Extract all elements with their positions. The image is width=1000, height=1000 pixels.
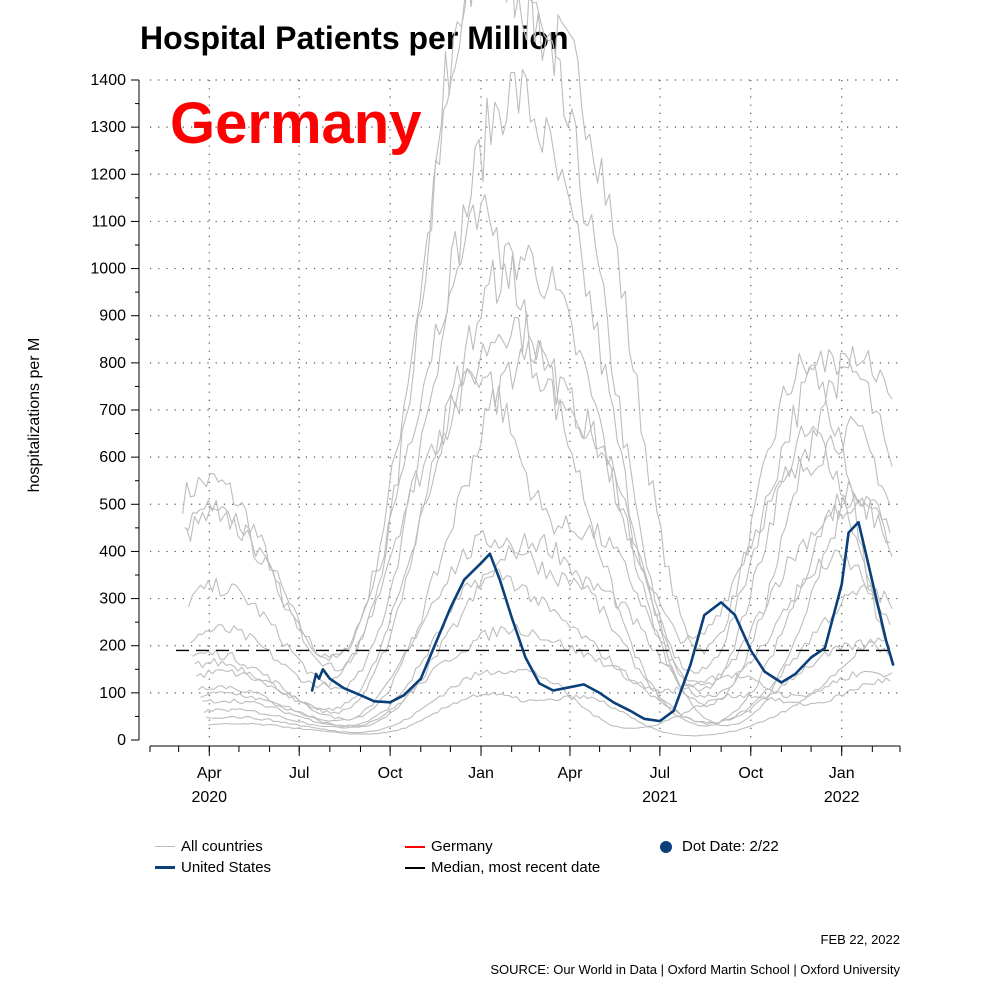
y-tick-label: 1200 [90,166,126,183]
y-tick-label: 100 [99,685,126,702]
background-country-line [202,568,891,727]
background-country-line [198,529,891,722]
y-tick-label: 0 [117,732,126,749]
background-country-line [190,311,891,689]
y-tick-label: 1400 [90,72,126,89]
legend-median: Median, most recent date [405,859,600,876]
y-tick-label: 300 [99,591,126,608]
legend-germany-label: Germany [431,838,493,855]
highlight-series [310,520,895,723]
background-country-line [186,68,891,727]
x-year-label: 2020 [191,789,227,806]
legend-dot-swatch [660,840,672,853]
background-country-line [196,340,893,727]
x-tick-label: Jan [468,765,494,782]
background-country-line [208,670,893,737]
legend-all-countries-label: All countries [181,838,263,855]
x-tick-label: Apr [558,765,584,782]
chart-title: Hospital Patients per Million [140,20,569,56]
background-country-line [182,0,891,662]
tick-labels: 0 100 200 300 400 500 600 700 800 900 1000 1100 1200… [90,72,859,806]
y-tick-label: 700 [99,402,126,419]
background-country-line [192,241,893,715]
background-country-lines [182,0,893,737]
background-country-line [203,623,893,729]
legend-germany-swatch [405,845,425,848]
legend-united-states-swatch [155,866,175,869]
y-tick-label: 1000 [90,261,126,278]
x-tick-label: Oct [738,765,763,782]
legend-dot-date-label: Dot Date: 2/22 [682,838,779,855]
x-tick-label: Jan [829,765,855,782]
x-tick-label: Apr [197,765,223,782]
x-tick-label: Jul [289,765,309,782]
background-country-line [194,367,891,711]
y-tick-label: 400 [99,543,126,560]
y-tick-label: 1100 [92,213,127,230]
series-line-united-states [310,520,895,723]
x-tick-label: Jul [650,765,670,782]
background-country-line [200,532,893,728]
legend-dot-date: Dot Date: 2/22 [660,838,779,855]
footer-source: SOURCE: Our World in Data | Oxford Marti… [490,962,900,977]
background-country-line [206,668,891,734]
legend-all-countries: All countries [155,838,263,855]
legend-median-swatch [405,866,425,869]
y-tick-label: 900 [99,308,126,325]
y-tick-label: 600 [99,449,126,466]
y-tick-label: 500 [99,496,126,513]
legend-median-label: Median, most recent date [431,859,601,876]
x-year-label: 2021 [642,789,678,806]
background-country-line [187,193,893,690]
gridlines [150,79,900,740]
axes [131,79,901,756]
y-tick-label: 1300 [90,119,126,136]
x-tick-label: Oct [378,765,403,782]
y-tick-label: 800 [99,355,126,372]
legend: All countries United States Germany Medi… [155,838,915,882]
footer-date: FEB 22, 2022 [820,932,901,947]
legend-germany: Germany [405,838,493,855]
legend-united-states: United States [155,859,271,876]
background-country-line [184,0,893,692]
legend-united-states-label: United States [181,859,272,876]
country-highlight-label: Germany [170,91,422,156]
y-tick-label: 200 [99,638,126,655]
legend-all-countries-swatch [155,846,175,847]
x-year-label: 2022 [824,789,860,806]
